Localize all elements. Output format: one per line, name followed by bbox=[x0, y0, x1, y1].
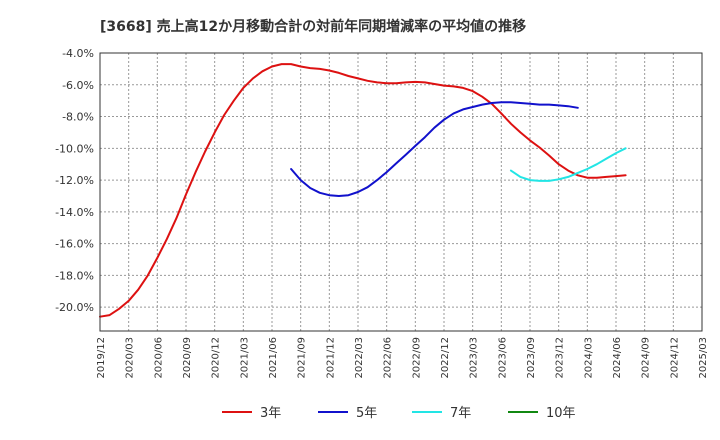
x-tick-label: 2023/03 bbox=[469, 337, 480, 379]
x-tick-label: 2021/12 bbox=[325, 337, 336, 379]
x-tick-label: 2020/12 bbox=[211, 337, 222, 379]
x-tick-label: 2021/09 bbox=[297, 337, 308, 379]
x-tick-label: 2022/09 bbox=[411, 337, 422, 379]
y-tick-label: -6.0% bbox=[62, 79, 94, 92]
y-tick-label: -14.0% bbox=[55, 206, 94, 219]
x-tick-label: 2021/06 bbox=[268, 337, 279, 379]
y-tick-label: -20.0% bbox=[55, 301, 94, 314]
x-tick-label: 2020/09 bbox=[182, 337, 193, 379]
series-layer bbox=[99, 63, 627, 318]
legend-label: 10年 bbox=[546, 406, 576, 421]
y-tick-label: -12.0% bbox=[55, 174, 94, 187]
y-axis-ticks: -4.0% -6.0% -8.0% -10.0% -12.0% -14.0% -16.0% -… bbox=[55, 47, 94, 314]
x-tick-label: 2023/12 bbox=[555, 337, 566, 379]
legend-label: 5年 bbox=[356, 406, 377, 421]
series-line-7年 bbox=[509, 147, 627, 182]
y-tick-label: -18.0% bbox=[55, 269, 94, 282]
legend-item: 7年 bbox=[412, 406, 471, 421]
y-tick-label: -8.0% bbox=[62, 111, 94, 124]
y-tick-label: -10.0% bbox=[55, 142, 94, 155]
legend-label: 7年 bbox=[450, 406, 471, 421]
x-tick-label: 2020/03 bbox=[125, 337, 136, 379]
x-tick-label: 2019/12 bbox=[96, 337, 107, 379]
x-tick-label: 2022/12 bbox=[440, 337, 451, 379]
legend-item: 10年 bbox=[508, 406, 576, 421]
legend-label: 3年 bbox=[260, 406, 281, 421]
x-tick-label: 2023/09 bbox=[526, 337, 537, 379]
x-tick-label: 2022/06 bbox=[383, 337, 394, 379]
legend: 3年 5年 7年 10年 bbox=[222, 406, 576, 421]
x-tick-label: 2020/06 bbox=[153, 337, 164, 379]
x-tick-label: 2024/06 bbox=[612, 337, 623, 379]
legend-item: 5年 bbox=[318, 406, 377, 421]
y-tick-label: -4.0% bbox=[62, 47, 94, 60]
y-tick-label: -16.0% bbox=[55, 238, 94, 251]
x-axis-ticks: 2019/12 2020/03 2020/06 2020/09 2020/12 2021/… bbox=[96, 337, 709, 379]
x-tick-label: 2021/03 bbox=[239, 337, 250, 379]
x-tick-label: 2024/12 bbox=[669, 337, 680, 379]
x-tick-label: 2022/03 bbox=[354, 337, 365, 379]
x-tick-label: 2024/09 bbox=[641, 337, 652, 379]
plot-frame bbox=[99, 52, 703, 332]
x-tick-label: 2023/06 bbox=[497, 337, 508, 379]
chart-title: [3668] 売上高12か月移動合計の対前年同期増減率の平均値の推移 bbox=[100, 18, 526, 35]
x-tick-label: 2024/03 bbox=[583, 337, 594, 379]
grid-layer bbox=[99, 52, 703, 331]
x-tick-label: 2025/03 bbox=[698, 337, 709, 379]
series-line-5年 bbox=[290, 101, 579, 197]
series-line-3年 bbox=[99, 63, 627, 318]
legend-item: 3年 bbox=[222, 406, 281, 421]
